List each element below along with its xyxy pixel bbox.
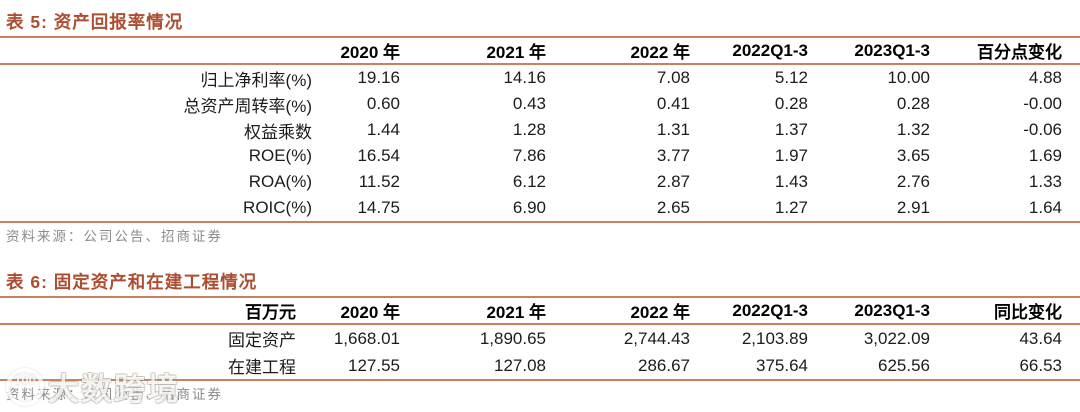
cell: 375.64 bbox=[690, 352, 808, 381]
row-label: 归上净利率(%) bbox=[200, 70, 312, 90]
source-note: 资料来源：公司公告、招商证券 bbox=[6, 387, 223, 402]
cell: 1.64 bbox=[930, 195, 1080, 223]
table5-title: 表 5: 资产回报率情况 bbox=[0, 0, 1080, 38]
cell: 2,103.89 bbox=[741, 328, 808, 348]
cell: 16.54 bbox=[357, 146, 400, 165]
col-header: 2020 年 bbox=[312, 38, 400, 65]
cell: 1.28 bbox=[512, 120, 546, 139]
table-header-row: 2020 年 2021 年 2022 年 2022Q1-3 2023Q1-3 百… bbox=[0, 38, 1080, 65]
cell: 1,890.65 bbox=[479, 328, 546, 348]
col-header: 2022 年 bbox=[546, 298, 690, 325]
cell: 19.16 bbox=[357, 68, 400, 87]
fixed-assets-table: 百万元 2020 年 2021 年 2022 年 2022Q1-3 2023Q1… bbox=[0, 298, 1080, 381]
cell: 1.44 bbox=[366, 120, 400, 139]
col-header: 2021 年 bbox=[400, 38, 546, 65]
col-header: 2020 年 bbox=[312, 298, 400, 325]
cell: 0.28 bbox=[896, 94, 930, 113]
col-header: 百分点变化 bbox=[930, 38, 1080, 65]
row-label: 权益乘数 bbox=[244, 122, 312, 142]
cell: 1.32 bbox=[896, 120, 930, 139]
cell: 1.37 bbox=[774, 120, 808, 139]
cell: 43.64 bbox=[1019, 328, 1062, 348]
cell: 2,744.43 bbox=[623, 328, 690, 348]
col-header bbox=[0, 38, 312, 65]
cell: 0.60 bbox=[366, 94, 400, 113]
cell: 127.55 bbox=[312, 352, 400, 381]
row-label: ROE(%) bbox=[248, 146, 312, 165]
cell: 2.65 bbox=[546, 195, 690, 223]
cell: 1,668.01 bbox=[333, 328, 400, 348]
table-row: 归上净利率(%) 19.16 14.16 7.08 5.12 10.00 4.8… bbox=[0, 64, 1080, 91]
cell: 14.16 bbox=[503, 68, 546, 87]
cell: 1.69 bbox=[1028, 146, 1062, 165]
cell: -0.06 bbox=[1023, 120, 1062, 139]
cell: 2.91 bbox=[808, 195, 930, 223]
cell: 0.41 bbox=[656, 94, 690, 113]
table-header-row: 百万元 2020 年 2021 年 2022 年 2022Q1-3 2023Q1… bbox=[0, 298, 1080, 325]
col-header: 同比变化 bbox=[930, 298, 1080, 325]
row-label: 固定资产 bbox=[228, 331, 296, 350]
cell: 14.75 bbox=[312, 195, 400, 223]
cell: 6.90 bbox=[400, 195, 546, 223]
cell: -0.00 bbox=[1023, 94, 1062, 113]
row-label: ROA(%) bbox=[248, 172, 312, 191]
cell: 1.43 bbox=[774, 172, 808, 191]
cell: 3.65 bbox=[896, 146, 930, 165]
cell: 1.33 bbox=[1028, 172, 1062, 191]
cell: 1.97 bbox=[774, 146, 808, 165]
cell: 7.08 bbox=[656, 68, 690, 87]
cell: 3,022.09 bbox=[863, 328, 930, 348]
cell: 2.87 bbox=[656, 172, 690, 191]
table-row: ROA(%) 11.52 6.12 2.87 1.43 2.76 1.33 bbox=[0, 169, 1080, 195]
row-label: 在建工程 bbox=[0, 352, 312, 381]
cell: 10.00 bbox=[887, 68, 930, 87]
cell: 0.43 bbox=[512, 94, 546, 113]
cell: 1.27 bbox=[690, 195, 808, 223]
row-label: ROIC(%) bbox=[0, 195, 312, 223]
col-header: 2023Q1-3 bbox=[808, 298, 930, 325]
cell: 66.53 bbox=[930, 352, 1080, 381]
cell: 0.28 bbox=[774, 94, 808, 113]
table-row: 固定资产 1,668.01 1,890.65 2,744.43 2,103.89… bbox=[0, 324, 1080, 352]
return-on-assets-table: 2020 年 2021 年 2022 年 2022Q1-3 2023Q1-3 百… bbox=[0, 38, 1080, 223]
cell: 11.52 bbox=[358, 172, 400, 191]
table-row: ROIC(%) 14.75 6.90 2.65 1.27 2.91 1.64 bbox=[0, 195, 1080, 223]
table6-section: 表 6: 固定资产和在建工程情况 百万元 2020 年 2021 年 2022 … bbox=[0, 261, 1080, 407]
table6-title: 表 6: 固定资产和在建工程情况 bbox=[0, 261, 1080, 298]
table5-section: 表 5: 资产回报率情况 2020 年 2021 年 2022 年 2022Q1… bbox=[0, 0, 1080, 244]
row-label: 总资产周转率(%) bbox=[183, 96, 312, 116]
col-header: 2021 年 bbox=[400, 298, 546, 325]
cell: 4.88 bbox=[1028, 68, 1062, 87]
col-header: 2023Q1-3 bbox=[808, 38, 930, 65]
cell: 286.67 bbox=[546, 352, 690, 381]
cell: 7.86 bbox=[512, 146, 546, 165]
cell: 6.12 bbox=[512, 172, 546, 191]
cell: 1.31 bbox=[656, 120, 690, 139]
table-row: 权益乘数 1.44 1.28 1.31 1.37 1.32 -0.06 bbox=[0, 117, 1080, 143]
table-row: ROE(%) 16.54 7.86 3.77 1.97 3.65 1.69 bbox=[0, 143, 1080, 169]
col-header: 2022Q1-3 bbox=[690, 298, 808, 325]
cell: 625.56 bbox=[808, 352, 930, 381]
cell: 5.12 bbox=[774, 68, 808, 87]
cell: 3.77 bbox=[656, 146, 690, 165]
col-header: 百万元 bbox=[0, 298, 312, 325]
source-note: 资料来源：公司公告、招商证券 bbox=[6, 229, 223, 244]
col-header: 2022 年 bbox=[546, 38, 690, 65]
cell: 127.08 bbox=[400, 352, 546, 381]
table-row: 在建工程 127.55 127.08 286.67 375.64 625.56 … bbox=[0, 352, 1080, 381]
col-header: 2022Q1-3 bbox=[690, 38, 808, 65]
table-row: 总资产周转率(%) 0.60 0.43 0.41 0.28 0.28 -0.00 bbox=[0, 91, 1080, 117]
cell: 2.76 bbox=[896, 172, 930, 191]
